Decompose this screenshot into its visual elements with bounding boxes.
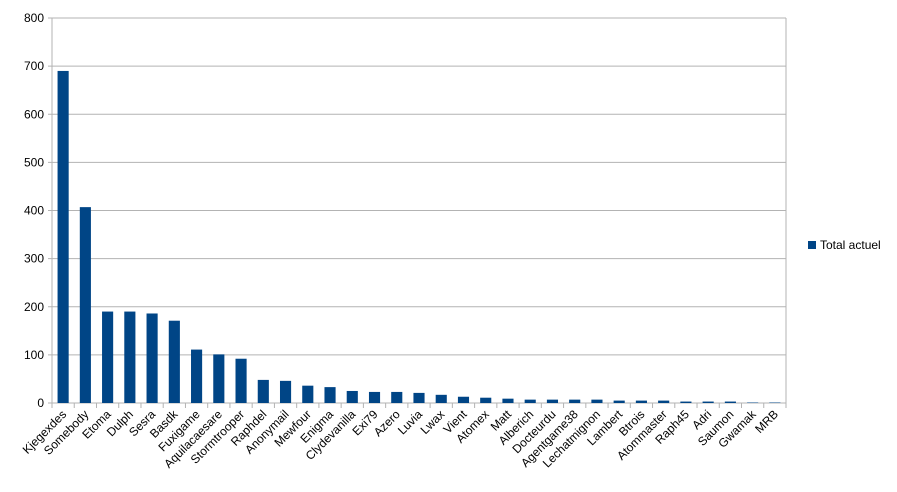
bar-stormtrooper xyxy=(235,358,247,403)
legend-swatch xyxy=(808,241,816,249)
bar-mewfour xyxy=(302,385,314,403)
y-tick-label: 800 xyxy=(24,11,44,25)
y-tick-label: 700 xyxy=(24,59,44,73)
bar-somebody xyxy=(79,207,91,403)
bar-agentgame38 xyxy=(569,399,581,403)
bar-fuxigame xyxy=(191,349,203,403)
bar-exi79 xyxy=(368,391,381,403)
bar-vient xyxy=(457,396,470,403)
y-tick-label: 0 xyxy=(37,396,44,410)
x-tick-label: Luvia xyxy=(395,407,425,437)
y-tick-label: 400 xyxy=(24,204,44,218)
bar-enigma xyxy=(324,387,336,403)
x-axis-labels: KjegexdesSomebodyEtomaDulphSesraBasdkFux… xyxy=(20,407,781,471)
bar-saumon xyxy=(724,401,736,403)
bar-basdk xyxy=(168,320,180,403)
x-tick-label: MRB xyxy=(752,407,781,436)
bar-lambert xyxy=(613,400,625,403)
y-tick-label: 100 xyxy=(24,348,44,362)
x-tick-label: Lwax xyxy=(418,407,448,437)
y-tick-label: 200 xyxy=(24,300,44,314)
y-tick-label: 600 xyxy=(24,107,44,121)
legend: Total actuel xyxy=(808,238,881,252)
y-tick-label: 300 xyxy=(24,252,44,266)
bar-atommaster xyxy=(658,400,670,403)
bar-azero xyxy=(391,391,403,403)
bar-anonymail xyxy=(279,380,292,403)
bar-matt xyxy=(502,398,514,403)
bar-btrois xyxy=(635,400,647,403)
bars xyxy=(57,70,781,403)
bar-docteurdu xyxy=(546,399,559,403)
bar-dulph xyxy=(124,311,136,403)
y-tick-label: 500 xyxy=(24,155,44,169)
bar-raph45 xyxy=(680,401,692,403)
bar-clydevanilla xyxy=(346,390,358,403)
bar-raphdel xyxy=(257,379,269,403)
bar-etoma xyxy=(102,311,114,403)
legend-label: Total actuel xyxy=(820,238,881,252)
y-axis-ticks: 0 100 200 300 400 500 600 700 800 xyxy=(24,11,44,410)
bar-kjegexdes xyxy=(57,70,69,403)
bar-lechatmignon xyxy=(591,399,603,403)
bar-luvia xyxy=(413,392,425,403)
bar-adri xyxy=(702,401,714,403)
gridlines xyxy=(48,17,787,408)
bar-atomex xyxy=(480,397,492,403)
bar-aquilacaesare xyxy=(213,354,225,403)
bar-lwax xyxy=(435,394,447,403)
bar-alberich xyxy=(524,399,536,403)
bar-sesra xyxy=(146,313,158,403)
